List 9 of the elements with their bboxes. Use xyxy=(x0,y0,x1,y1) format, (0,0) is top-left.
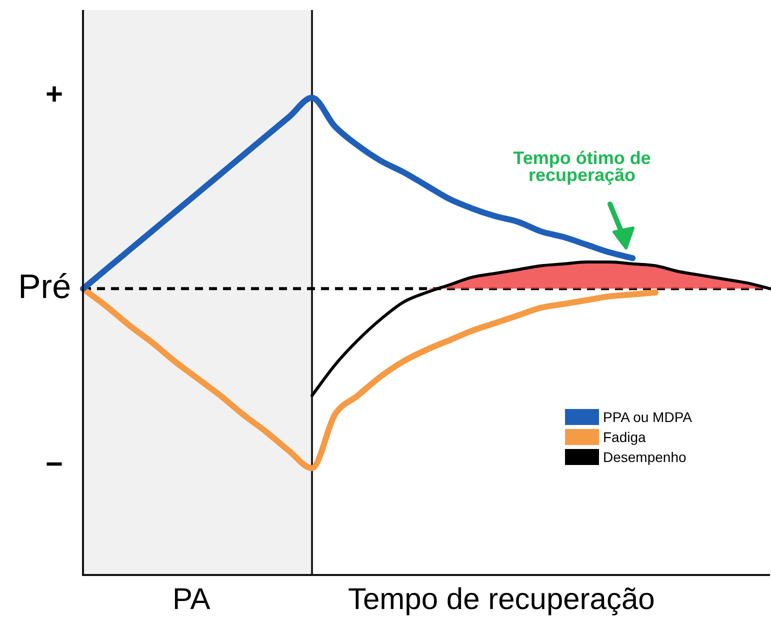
annotation: Tempo ótimo de recuperação xyxy=(512,148,652,185)
text: Tempo de recuperação xyxy=(348,583,655,617)
text: + xyxy=(45,78,63,112)
text: PA xyxy=(172,583,210,617)
ref-line-label: Pré xyxy=(18,268,71,306)
legend-label: PPA ou MDPA xyxy=(603,409,692,425)
text: − xyxy=(45,448,63,482)
legend-label: Fadiga xyxy=(603,429,646,445)
legend-label: Desempenho xyxy=(603,449,686,465)
